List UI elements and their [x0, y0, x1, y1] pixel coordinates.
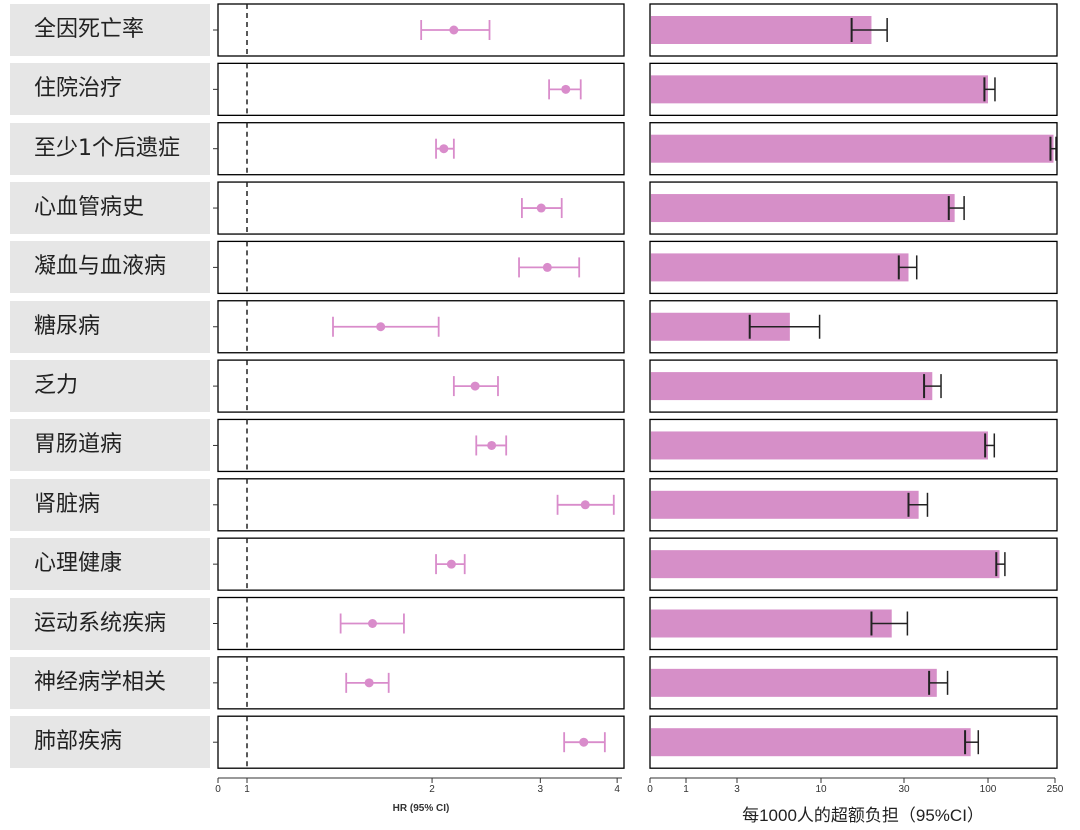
burden-bar — [651, 75, 988, 104]
category-label: 肺部疾病 — [34, 729, 123, 755]
forest-point — [364, 678, 374, 688]
category-label: 神经病学相关 — [34, 669, 167, 695]
category-label: 至少1个后遗症 — [34, 135, 180, 161]
forest-point — [561, 84, 571, 94]
burden-x-tick-label: 1 — [683, 784, 689, 795]
category-label: 糖尿病 — [34, 313, 101, 339]
category-label-box — [10, 182, 210, 235]
forest-panel-row — [217, 122, 625, 176]
forest-x-tick-label: 2 — [429, 784, 435, 795]
category-label-box — [10, 538, 210, 591]
burden-bar — [651, 668, 937, 697]
burden-x-tick-label: 10 — [815, 784, 827, 795]
burden-bar — [651, 490, 919, 519]
forest-point — [487, 440, 497, 450]
forest-panel-row — [217, 537, 625, 591]
burden-bar — [651, 194, 955, 223]
category-label-box — [10, 478, 210, 531]
burden-x-tick-label: 250 — [1047, 784, 1064, 795]
forest-x-tick-label: 3 — [538, 784, 544, 795]
forest-point — [542, 262, 552, 272]
forest-point — [449, 25, 459, 35]
burden-bar — [651, 372, 933, 401]
forest-panel-row — [217, 478, 625, 532]
forest-x-tick-label: 0 — [215, 784, 221, 795]
category-label-box — [10, 360, 210, 413]
category-label-box — [10, 63, 210, 116]
forest-x-tick-label: 1 — [244, 784, 250, 795]
forest-panel-row — [217, 596, 625, 651]
category-label: 乏力 — [34, 373, 79, 399]
category-label-box — [10, 122, 210, 175]
category-label: 住院治疗 — [34, 76, 123, 102]
category-label-box — [10, 241, 210, 294]
category-label-box — [10, 716, 210, 769]
category-label: 心血管病史 — [34, 195, 145, 221]
category-label-box — [10, 4, 210, 56]
burden-bar — [651, 728, 971, 757]
burden-x-axis-title: 每1000人的超额负担（95%CI） — [742, 806, 984, 825]
burden-bar — [651, 134, 1054, 163]
forest-point — [376, 322, 386, 332]
forest-panel-row — [217, 715, 625, 769]
category-label: 运动系统疾病 — [34, 610, 167, 636]
burden-x-tick-label: 3 — [734, 784, 740, 795]
forest-point — [536, 203, 546, 213]
forest-panel-row — [217, 359, 625, 413]
forest-panel-row — [217, 418, 625, 473]
forest-point — [580, 500, 590, 510]
forest-point — [446, 559, 456, 569]
burden-bar — [651, 431, 988, 460]
category-label: 凝血与血液病 — [34, 254, 167, 280]
forest-panel-row — [217, 181, 625, 235]
category-label: 肾脏病 — [34, 491, 101, 517]
forest-point — [439, 144, 449, 154]
category-label-box — [10, 300, 210, 353]
forest-x-axis-title: HR (95% CI) — [393, 803, 450, 814]
forest-point — [367, 619, 377, 628]
forest-point — [470, 381, 480, 391]
burden-bar — [651, 253, 909, 282]
burden-x-tick-label: 100 — [980, 784, 997, 795]
burden-bar — [651, 16, 872, 44]
burden-bar — [651, 550, 1000, 579]
forest-x-tick-label: 4 — [614, 784, 620, 795]
burden-x-tick-label: 30 — [898, 784, 910, 795]
forest-point — [579, 737, 589, 747]
burden-bar — [651, 609, 892, 638]
category-label-box — [10, 656, 210, 709]
forest-panel-row — [217, 656, 625, 710]
category-label-box — [10, 419, 210, 472]
category-label-box — [10, 597, 210, 650]
category-label: 胃肠道病 — [34, 432, 123, 458]
category-label: 全因死亡率 — [34, 17, 145, 42]
burden-x-tick-label: 0 — [647, 784, 653, 795]
category-label: 心理健康 — [34, 551, 123, 577]
